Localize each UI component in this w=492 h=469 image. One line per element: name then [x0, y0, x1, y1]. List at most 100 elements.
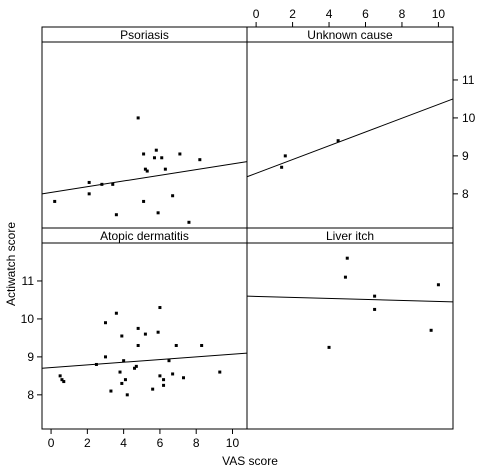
data-point — [156, 211, 160, 215]
data-point — [103, 355, 107, 359]
x-tick-label: 6 — [157, 436, 164, 450]
y-tick-label: 10 — [21, 312, 35, 326]
y-axis-title: Actiwatch score — [4, 222, 18, 306]
x-tick-label: 8 — [399, 7, 406, 21]
x-tick-label: 0 — [253, 7, 260, 21]
data-point — [200, 343, 204, 347]
data-point — [182, 376, 186, 380]
data-point — [58, 374, 62, 378]
data-point — [345, 256, 349, 260]
data-point — [94, 362, 98, 366]
y-tick-label: 8 — [27, 388, 34, 402]
data-point — [133, 366, 137, 370]
data-point — [125, 393, 129, 397]
data-point — [171, 372, 175, 376]
x-tick-label: 10 — [432, 7, 446, 21]
data-point — [156, 330, 160, 334]
data-point — [336, 139, 340, 143]
data-point — [187, 220, 191, 224]
data-point — [174, 343, 178, 347]
x-tick-label: 0 — [48, 436, 55, 450]
data-point — [171, 194, 175, 198]
data-point — [151, 387, 155, 391]
y-tick-label: 9 — [27, 350, 34, 364]
data-point — [145, 169, 149, 173]
data-point — [109, 389, 113, 393]
data-point — [143, 167, 147, 171]
data-point — [136, 116, 140, 120]
data-point — [120, 381, 124, 385]
data-point — [114, 213, 118, 217]
x-tick-label: 2 — [289, 7, 296, 21]
data-point — [143, 332, 147, 336]
x-tick-label: 6 — [362, 7, 369, 21]
y-tick-label: 11 — [462, 73, 475, 87]
data-point — [373, 294, 377, 298]
data-point — [122, 359, 126, 363]
data-point — [160, 156, 164, 160]
data-point — [343, 275, 347, 279]
panel-strip-1 — [246, 26, 454, 43]
data-point — [118, 370, 122, 374]
data-point — [158, 306, 162, 310]
data-point — [154, 148, 158, 152]
panel-frame-3 — [246, 242, 454, 430]
data-point — [429, 328, 433, 332]
data-point — [198, 158, 202, 162]
data-point — [123, 378, 127, 382]
data-point — [280, 165, 284, 169]
x-tick-label: 2 — [84, 436, 91, 450]
y-tick-label: 9 — [462, 149, 469, 163]
data-point — [142, 152, 146, 156]
data-point — [162, 383, 166, 387]
data-point — [62, 380, 66, 384]
panel-frame-2 — [41, 242, 248, 430]
data-point — [103, 321, 107, 325]
data-point — [100, 182, 104, 186]
panel-title: Liver itch — [326, 229, 374, 243]
data-point — [163, 167, 167, 171]
x-tick-label: 4 — [120, 436, 127, 450]
data-point — [142, 199, 146, 203]
fit-line — [41, 161, 248, 195]
axes: 0 2 4 6 8 10 0 2 4 6 8 10 8 9 10 11 8 9 10 11 — [21, 7, 476, 450]
data-point — [87, 180, 91, 184]
x-tick-label: 8 — [193, 436, 200, 450]
panel-strip-3 — [246, 227, 454, 244]
fit-line — [246, 98, 454, 178]
data-point — [158, 374, 162, 378]
data-point — [111, 182, 115, 186]
panel-frame-1 — [246, 41, 454, 229]
data-point — [436, 283, 440, 287]
data-point — [136, 326, 140, 330]
x-tick-label: 10 — [226, 436, 240, 450]
panel-title: Unknown cause — [307, 28, 393, 42]
panel-strips: Psoriasis Unknown cause Atopic dermatitis L… — [41, 26, 454, 244]
fit-line — [41, 352, 248, 369]
data-point — [167, 359, 171, 363]
y-tick-label: 8 — [462, 187, 469, 201]
x-axis-title: VAS score — [222, 454, 278, 468]
data-point — [120, 334, 124, 338]
y-tick-label: 11 — [22, 274, 35, 288]
data-point — [162, 378, 166, 382]
data-point — [60, 378, 64, 382]
panel-title: Psoriasis — [120, 28, 169, 42]
data-point — [373, 307, 377, 311]
data-point — [218, 370, 222, 374]
data-point — [152, 156, 156, 160]
data-point — [136, 343, 140, 347]
data-point — [134, 364, 138, 368]
fit-line — [246, 295, 454, 303]
data-point — [87, 192, 91, 196]
data-point — [114, 311, 118, 315]
data-point — [53, 199, 57, 203]
data-marks — [41, 98, 454, 397]
data-point — [327, 345, 331, 349]
panel-title: Atopic dermatitis — [100, 229, 189, 243]
data-point — [283, 154, 287, 158]
x-tick-label: 4 — [326, 7, 333, 21]
y-tick-label: 10 — [462, 111, 476, 125]
data-point — [178, 152, 182, 156]
